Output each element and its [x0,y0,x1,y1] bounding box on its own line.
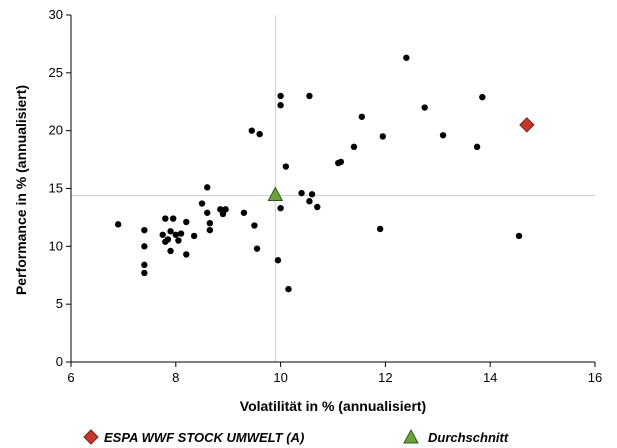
data-point [175,237,182,244]
data-point [308,191,316,198]
data-point [350,143,358,151]
data-point [306,92,313,100]
data-point [298,189,305,197]
y-tick-label: 30 [49,7,63,22]
data-point [439,132,447,139]
data-point [337,158,345,166]
data-point [206,220,214,227]
x-tick-label: 8 [172,370,179,385]
data-point [222,206,229,213]
y-tick-label: 20 [49,123,63,138]
legend: ESPA WWF STOCK UMWELT (A) Durchschnitt [83,428,509,445]
legend-diamond-icon [83,429,99,445]
data-point [141,243,148,250]
data-point [256,130,263,138]
data-point [206,226,214,234]
data-point [190,232,198,240]
y-axis-label: Performance in % (annualisiert) [13,85,29,295]
data-point [515,232,523,240]
data-point [141,269,148,277]
data-point [277,204,284,212]
legend-label-average: Durchschnitt [428,430,509,445]
data-point [141,261,148,269]
data-point [167,247,174,255]
data-point [177,230,185,237]
data-point [306,198,313,205]
data-point [314,203,321,211]
data-point [198,200,206,207]
data-point [204,184,211,191]
y-tick-label: 10 [49,238,63,253]
legend-label-fund: ESPA WWF STOCK UMWELT (A) [104,430,304,445]
data-point [167,228,174,235]
data-point [248,127,255,134]
x-tick-label: 16 [588,370,602,385]
data-point [114,221,122,228]
y-tick-label: 15 [49,181,63,196]
legend-triangle-icon [403,428,419,444]
data-point [183,251,190,258]
axis-ticks: 6 8 10 12 14 16 0 5 10 15 20 25 30 [49,7,603,385]
data-point [183,218,190,226]
data-point [162,215,169,222]
data-point [164,236,172,243]
data-point [159,231,166,238]
data-point [277,92,284,100]
data-point [253,245,261,252]
data-point [274,257,282,264]
plot-area [70,15,595,363]
data-point [379,133,386,140]
data-point [421,104,428,111]
data-point [479,93,486,101]
y-tick-label: 25 [49,65,63,80]
data-point [403,54,410,61]
y-tick-label: 0 [56,354,63,369]
data-point [285,285,292,293]
y-tick-label: 5 [56,296,63,311]
data-point [172,231,179,238]
data-point [169,215,177,222]
data-point [204,209,211,216]
x-tick-label: 12 [378,370,392,385]
x-tick-label: 10 [273,370,287,385]
data-point [240,209,248,216]
data-point [277,102,284,109]
x-tick-label: 14 [483,370,497,385]
x-axis-label: Volatilität in % (annualisiert) [240,398,426,414]
data-point [141,226,148,234]
x-tick-label: 6 [67,370,74,385]
average-triangle-point [267,186,284,201]
data-point [251,222,258,229]
data-point [358,113,366,120]
data-point [376,225,384,233]
data-point [282,163,290,170]
data-point [473,143,481,151]
fund-diamond-point [519,117,535,133]
